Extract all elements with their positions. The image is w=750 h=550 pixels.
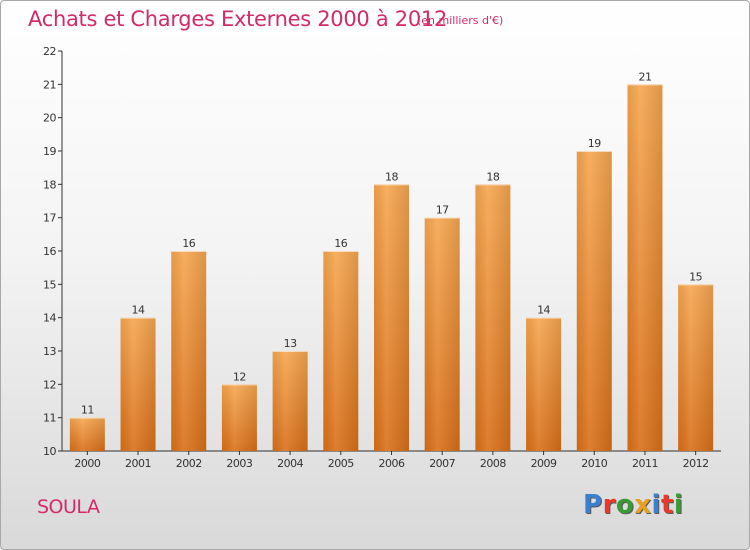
y-tick-label: 21 (43, 78, 56, 91)
y-tick-label: 22 (43, 45, 56, 58)
x-tick-label: 2003 (226, 457, 252, 470)
bar-sheen (323, 251, 359, 451)
proxiti-logo[interactable]: Proxiti (583, 490, 683, 520)
data-label: 12 (233, 370, 246, 383)
y-tick-label: 20 (43, 112, 56, 125)
x-tick-label: 2005 (328, 457, 354, 470)
data-label: 11 (81, 404, 94, 417)
bar-sheen (475, 184, 511, 452)
y-tick-label: 13 (43, 345, 56, 358)
y-tick-label: 19 (43, 145, 56, 158)
data-label: 16 (334, 237, 347, 250)
data-label: 14 (132, 304, 145, 317)
data-label: 13 (284, 337, 297, 350)
x-tick-label: 2004 (277, 457, 303, 470)
logo-letter: t (660, 490, 674, 520)
data-label: 16 (182, 237, 195, 250)
commune-name: SOULA (37, 496, 100, 518)
bar-sheen (424, 217, 460, 451)
x-tick-label: 2012 (683, 457, 709, 470)
logo-letter: o (615, 490, 635, 520)
x-tick-label: 2011 (632, 457, 658, 470)
bar-sheen (627, 84, 663, 451)
chart-subtitle: (en milliers d'€) (417, 14, 504, 27)
x-tick-label: 2009 (531, 457, 557, 470)
x-tick-label: 2000 (74, 457, 100, 470)
bar-sheen (576, 151, 612, 451)
x-tick-label: 2010 (581, 457, 607, 470)
data-label: 18 (486, 170, 499, 183)
y-tick-label: 16 (43, 245, 56, 258)
data-label: 17 (436, 204, 449, 217)
bar-sheen (374, 184, 409, 452)
logo-letter: i (651, 490, 661, 520)
logo-letter: i (673, 490, 684, 520)
x-tick-label: 2008 (480, 457, 506, 470)
y-tick-label: 11 (43, 412, 56, 425)
data-label: 15 (689, 270, 702, 283)
y-tick-label: 18 (43, 178, 56, 191)
bar-sheen (526, 317, 562, 451)
x-tick-label: 2001 (125, 457, 151, 470)
bar-sheen (69, 417, 105, 451)
x-tick-label: 2007 (429, 457, 455, 470)
bar-sheen (272, 351, 308, 451)
y-tick-label: 12 (43, 378, 56, 391)
y-tick-label: 17 (43, 212, 56, 225)
bar-sheen (171, 251, 207, 451)
y-tick-label: 14 (43, 312, 56, 325)
logo-letter: r (602, 490, 616, 520)
logo-letter: x (634, 490, 652, 520)
logo-letter: P (583, 490, 603, 520)
y-tick-label: 10 (43, 445, 56, 458)
data-label: 18 (385, 170, 398, 183)
data-label: 19 (588, 137, 601, 150)
x-tick-label: 2002 (176, 457, 202, 470)
bar-sheen (221, 384, 257, 451)
data-label: 21 (638, 70, 651, 83)
data-label: 14 (537, 304, 550, 317)
chart-title: Achats et Charges Externes 2000 à 2012 (28, 7, 448, 31)
y-tick-label: 15 (43, 278, 56, 291)
bar-sheen (120, 317, 156, 451)
x-tick-label: 2006 (379, 457, 405, 470)
bar-sheen (678, 284, 714, 451)
